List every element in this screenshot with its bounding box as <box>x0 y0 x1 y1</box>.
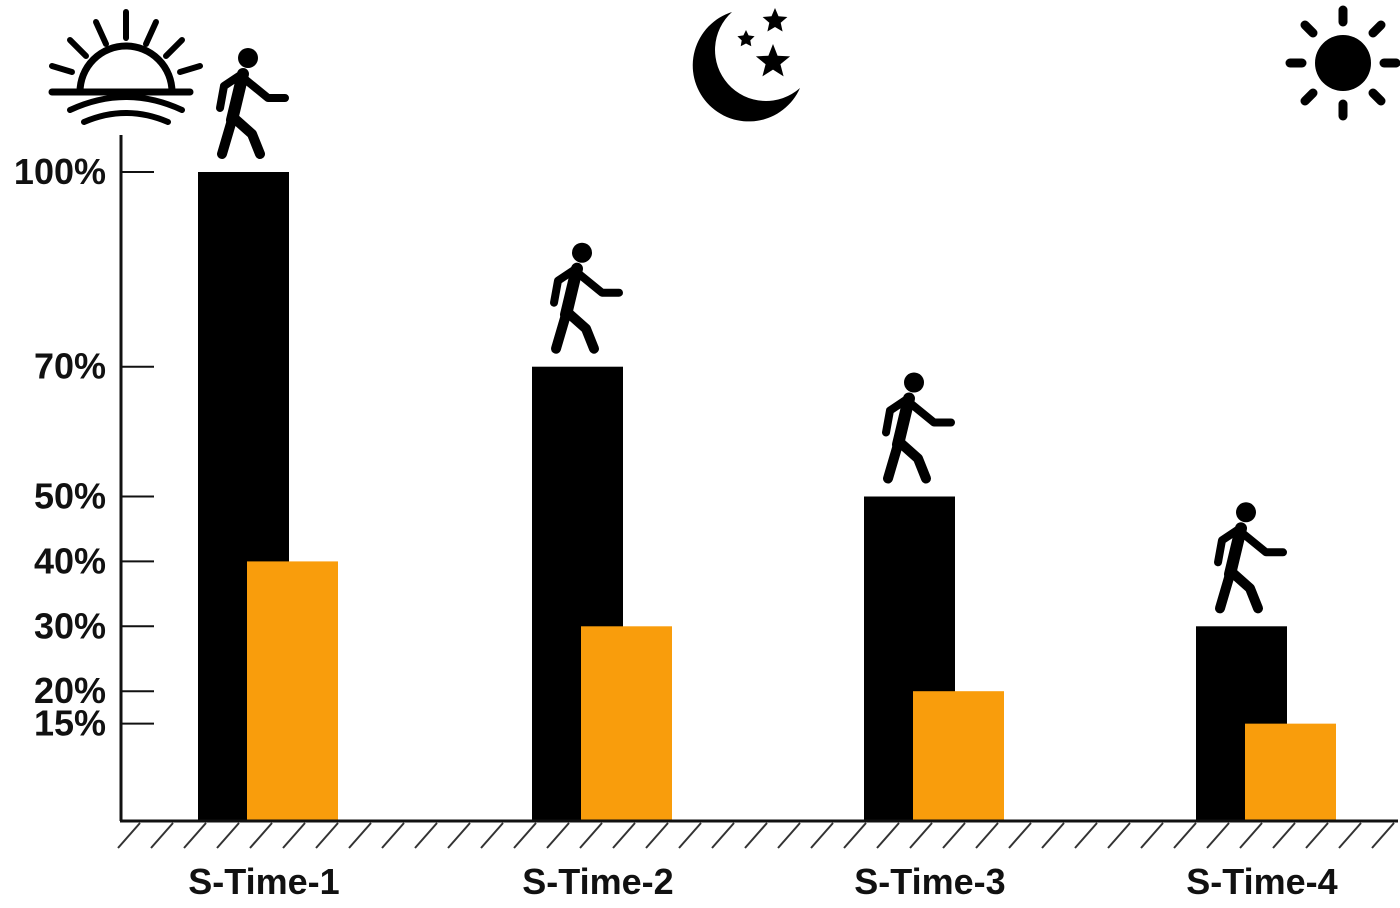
x-axis-labels: S-Time-1 S-Time-2 S-Time-3 S-Time-4 <box>188 861 1337 902</box>
x-category-label: S-Time-2 <box>522 861 673 902</box>
walking-person-icon <box>1218 502 1283 608</box>
bar-series-2 <box>247 561 338 821</box>
sun-icon <box>1285 5 1400 121</box>
y-tick-label: 40% <box>34 540 106 581</box>
y-tick-label: 50% <box>34 476 106 517</box>
x-category-label: S-Time-1 <box>188 861 339 902</box>
y-tick-label: 20% <box>34 670 106 711</box>
walking-person-icon <box>554 243 619 349</box>
y-axis-ticks: 100% 70% 50% 40% 30% 20%15% <box>14 151 154 744</box>
walkers <box>220 48 1283 608</box>
moon-stars-icon <box>692 8 800 122</box>
y-tick-label: 30% <box>34 605 106 646</box>
bar-series-2 <box>913 691 1004 821</box>
y-tick-label: 15% <box>34 703 106 744</box>
walking-person-icon <box>886 373 951 479</box>
bars <box>198 172 1336 821</box>
x-category-label: S-Time-3 <box>854 861 1005 902</box>
walking-person-icon <box>220 48 285 154</box>
bar-series-2 <box>1245 723 1336 821</box>
ground-hatch <box>117 822 1395 849</box>
y-tick-label: 70% <box>34 346 106 387</box>
sunrise-icon <box>48 9 203 125</box>
x-category-label: S-Time-4 <box>1186 861 1337 902</box>
y-tick-label: 100% <box>14 151 106 192</box>
bar-series-2 <box>581 626 672 821</box>
